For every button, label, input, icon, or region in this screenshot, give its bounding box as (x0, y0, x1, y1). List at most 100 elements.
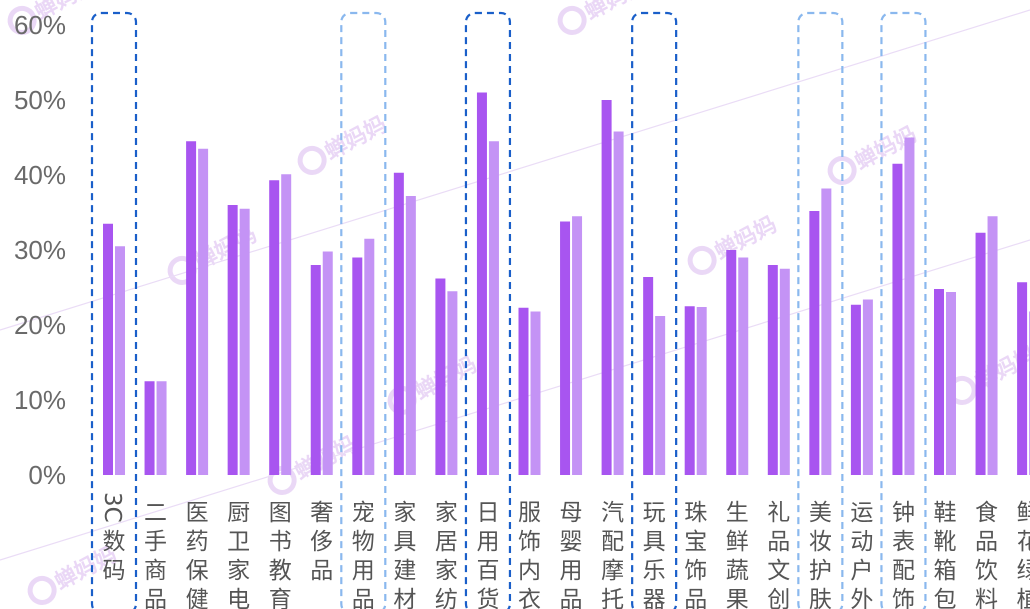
bar-s2-8 (447, 291, 458, 475)
x-tick-char: 宠 (352, 500, 375, 526)
watermark-logo: 蝉妈妈 (557, 0, 651, 35)
watermark-logo: 蝉妈妈 (297, 111, 391, 175)
x-tick-char: 婴 (560, 529, 583, 555)
x-tick-char: 鞋 (934, 500, 957, 526)
watermark-line (0, 9, 1030, 331)
bar-s1-2 (186, 141, 197, 475)
x-tick-char: 居 (435, 529, 458, 555)
x-tick-char: 百 (476, 558, 499, 584)
x-tick-char: 图 (269, 500, 292, 526)
x-tick-char: 厨 (227, 500, 250, 526)
x-tick-char: 摩 (601, 558, 624, 584)
bar-s2-7 (405, 196, 416, 475)
x-tick-char: 料 (975, 587, 998, 609)
bar-s2-5 (322, 251, 333, 475)
bar-s1-17 (809, 211, 820, 475)
x-tick-label: 3C 数码 (99, 492, 126, 584)
watermark-line (0, 239, 1030, 561)
bar-s2-16 (779, 268, 790, 475)
svg-text:蝉妈妈: 蝉妈妈 (321, 111, 391, 165)
x-tick-char: 宝 (684, 529, 707, 555)
y-tick-label: 60% (14, 10, 66, 40)
highlight-box-9 (464, 11, 512, 609)
x-tick-char: 二 (144, 500, 167, 526)
x-tick-char: 卫 (227, 529, 250, 555)
bar-s2-21 (987, 216, 998, 475)
svg-text:蝉妈妈: 蝉妈妈 (711, 211, 781, 265)
x-tick-char: 外 (850, 587, 873, 609)
bars (103, 92, 1030, 475)
x-tick-char: 内 (518, 558, 541, 584)
x-tick-char: 户 (850, 558, 873, 584)
bar-s2-12 (613, 131, 624, 475)
y-axis: 0% 10% 20% 30% 40% 50% 60% (14, 10, 66, 490)
x-tick-char: 日 (476, 500, 499, 526)
x-tick-char: 品 (767, 529, 790, 555)
x-tick-char: 配 (892, 558, 915, 584)
x-tick-char: 箱 (934, 558, 957, 584)
x-tick-char: 服 (518, 500, 541, 526)
y-tick-label: 10% (14, 385, 66, 415)
x-tick-char: 保 (186, 558, 209, 584)
bar-s1-16 (767, 265, 778, 475)
x-tick-char: 钟 (892, 500, 915, 526)
x-tick-char: 饰 (892, 587, 915, 609)
x-tick-char: 品 (684, 587, 707, 609)
bar-s1-19 (892, 163, 903, 475)
bar-s2-6 (364, 238, 375, 475)
y-tick-label: 20% (14, 310, 66, 340)
x-tick-char: 奢 (310, 500, 333, 526)
y-tick-label: 40% (14, 160, 66, 190)
x-tick-char: 表 (892, 529, 915, 555)
x-tick-char: 珠 (684, 500, 707, 526)
bar-s1-0 (103, 223, 113, 475)
x-tick-char: 花 (1017, 529, 1030, 555)
x-tick-char: 鲜 (1017, 500, 1030, 526)
x-tick-char: 品 (352, 587, 375, 609)
x-tick-char: 蔬 (726, 558, 749, 584)
x-tick-char: 饮 (975, 558, 998, 584)
x-tick-char: 生 (726, 500, 749, 526)
y-tick-label: 30% (14, 235, 66, 265)
y-tick-label: 50% (14, 85, 66, 115)
x-tick-char: 数 (103, 529, 126, 555)
highlight-box-6 (340, 11, 387, 609)
bar-s1-9 (476, 92, 487, 475)
x-tick-char: 侈 (310, 529, 333, 555)
x-tick-char: 商 (144, 558, 167, 584)
highlight-box-13 (631, 11, 678, 609)
highlight-box-17 (797, 11, 844, 609)
x-tick-char: 护 (809, 558, 832, 584)
x-tick-char: 电 (227, 587, 250, 609)
x-tick-char: 建 (393, 558, 416, 584)
x-tick-char: 用 (352, 558, 375, 584)
x-tick-char: 品 (560, 587, 583, 609)
bar-s2-2 (198, 148, 209, 475)
bar-s2-4 (281, 174, 292, 475)
highlight-box-19 (880, 11, 927, 609)
bar-s2-18 (862, 299, 873, 475)
bar-s2-0 (115, 246, 125, 475)
x-axis-labels: 3C数码二手商品医药保健厨卫家电图书教育奢侈品宠物用品家具建材家居家纺日用百货服… (99, 492, 1030, 609)
x-tick-char: 植 (1017, 587, 1030, 609)
x-tick-char: 品 (144, 587, 167, 609)
bar-s2-10 (530, 311, 541, 475)
x-tick-char: 包 (934, 587, 957, 609)
x-tick-char: 绿 (1017, 558, 1030, 584)
bar-s2-3 (239, 208, 250, 475)
bar-s2-9 (488, 141, 499, 475)
x-tick-char: 美 (809, 500, 832, 526)
